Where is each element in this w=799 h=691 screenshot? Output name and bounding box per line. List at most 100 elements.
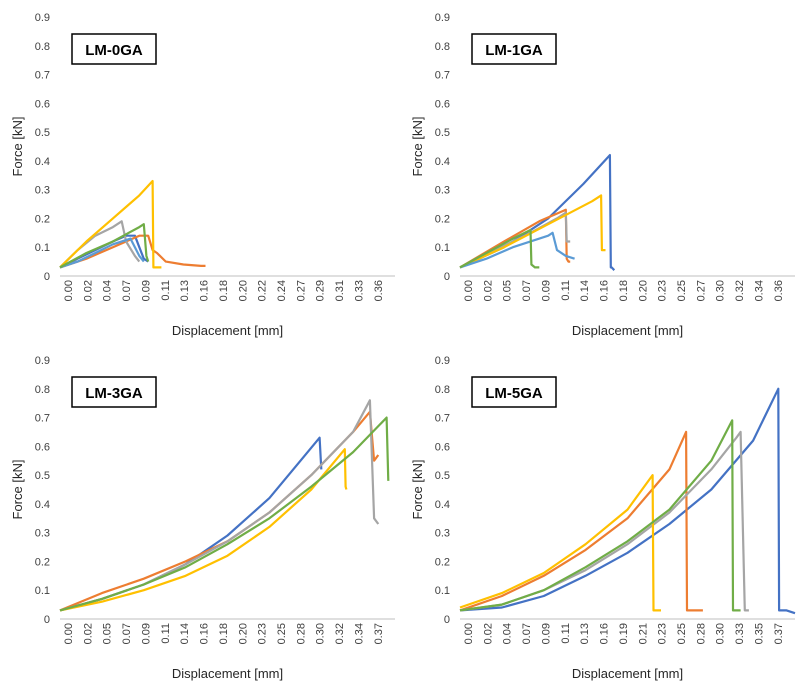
x-tick-label: 0.11 — [160, 623, 172, 644]
x-tick-label: 0.35 — [753, 623, 765, 644]
x-axis-title: Displacement [mm] — [172, 666, 283, 681]
series-line — [459, 419, 741, 612]
x-tick-label: 0.23 — [257, 623, 269, 644]
x-tick-label: 0.02 — [82, 623, 94, 644]
x-axis-title: Displacement [mm] — [572, 666, 683, 681]
x-tick-label: 0.00 — [463, 623, 475, 644]
panel-title: LM-0GA — [85, 42, 143, 59]
x-tick-label: 0.25 — [676, 623, 688, 644]
x-tick-label: 0.24 — [276, 280, 288, 301]
x-tick-label: 0.36 — [373, 280, 385, 301]
panel-title-box: LM-5GA — [471, 376, 557, 408]
y-tick-label: 0.2 — [35, 556, 50, 568]
chart-panel-lm-3ga: 0 0.1 0.2 0.3 0.4 0.5 0.6 0.7 0.8 0.9 0.00 0.02 0.05… — [0, 343, 399, 691]
series-line — [59, 448, 348, 612]
y-axis-title: Force [kN] — [410, 117, 425, 177]
y-tick-label: 0.4 — [35, 499, 50, 511]
series-line — [59, 223, 150, 269]
x-tick-label: 0.07 — [521, 623, 533, 644]
y-tick-label: 0.7 — [35, 413, 50, 425]
x-tick-label: 0.00 — [63, 623, 75, 644]
x-tick-label: 0.36 — [773, 280, 785, 301]
y-tick-label: 0.6 — [435, 441, 450, 453]
x-tick-label: 0.18 — [218, 623, 230, 644]
y-tick-label: 0.3 — [435, 185, 450, 197]
chart-svg: 0 0.1 0.2 0.3 0.4 0.5 0.6 0.7 0.8 0.9 0.00 0.02 0.04… — [410, 355, 796, 681]
y-tick-label: 0.1 — [35, 585, 50, 597]
chart-panel-lm-5ga: 0 0.1 0.2 0.3 0.4 0.5 0.6 0.7 0.8 0.9 0.00 0.02 0.04… — [400, 343, 799, 691]
x-tick-label: 0.30 — [715, 280, 727, 301]
y-axis-title: Force [kN] — [10, 117, 25, 177]
series-line — [59, 399, 380, 612]
x-tick-label: 0.14 — [179, 623, 191, 644]
panel-title-box: LM-0GA — [71, 33, 157, 65]
x-tick-label: 0.20 — [237, 280, 249, 301]
x-tick-label: 0.09 — [540, 280, 552, 301]
y-tick-label: 0.3 — [35, 528, 50, 540]
series-line — [459, 228, 540, 269]
y-tick-label: 0.4 — [435, 499, 450, 511]
x-tick-label: 0.27 — [295, 280, 307, 301]
x-tick-label: 0.25 — [676, 280, 688, 301]
y-tick-label: 0.3 — [435, 528, 450, 540]
x-tick-label: 0.33 — [734, 623, 746, 644]
y-tick-label: 0.5 — [35, 127, 50, 139]
y-tick-label: 0.6 — [435, 98, 450, 110]
chart-panel-lm-0ga: 0 0.1 0.2 0.3 0.4 0.5 0.6 0.7 0.8 0.9 0.00 0.02 0.04… — [0, 0, 399, 348]
x-tick-label: 0.20 — [237, 623, 249, 644]
y-tick-label: 0.4 — [35, 156, 50, 168]
x-tick-label: 0.09 — [140, 280, 152, 301]
y-tick-label: 0.5 — [35, 470, 50, 482]
y-tick-label: 0.8 — [435, 41, 450, 53]
x-tick-label: 0.13 — [179, 280, 191, 301]
x-tick-label: 0.02 — [82, 280, 94, 301]
x-tick-label: 0.07 — [121, 623, 133, 644]
x-tick-label: 0.19 — [618, 623, 630, 644]
y-tick-label: 0.6 — [35, 441, 50, 453]
panel-title: LM-1GA — [485, 42, 543, 59]
y-tick-label: 0.7 — [435, 70, 450, 82]
y-tick-label: 0 — [444, 271, 450, 283]
x-tick-label: 0.14 — [579, 280, 591, 301]
x-tick-label: 0.23 — [657, 280, 669, 301]
x-axis-title: Displacement [mm] — [172, 323, 283, 338]
x-tick-label: 0.04 — [102, 280, 114, 301]
y-tick-label: 0.2 — [435, 213, 450, 225]
series-line — [59, 436, 323, 612]
y-tick-label: 0.9 — [435, 355, 450, 367]
y-tick-label: 0.1 — [435, 242, 450, 254]
y-tick-label: 0 — [444, 614, 450, 626]
x-tick-label: 0.11 — [560, 623, 572, 644]
x-tick-label: 0.18 — [218, 280, 230, 301]
x-tick-label: 0.37 — [773, 623, 785, 644]
chart-svg: 0 0.1 0.2 0.3 0.4 0.5 0.6 0.7 0.8 0.9 0.00 0.02 0.05… — [410, 12, 795, 338]
x-tick-label: 0.09 — [540, 623, 552, 644]
y-tick-label: 0 — [44, 271, 50, 283]
y-tick-label: 0.2 — [35, 213, 50, 225]
x-tick-label: 0.34 — [353, 623, 365, 644]
x-tick-label: 0.28 — [695, 623, 707, 644]
y-tick-label: 0.6 — [35, 98, 50, 110]
x-tick-label: 0.31 — [334, 280, 346, 301]
x-tick-label: 0.28 — [295, 623, 307, 644]
x-tick-label: 0.07 — [121, 280, 133, 301]
x-tick-label: 0.16 — [199, 280, 211, 301]
series-line — [459, 231, 575, 269]
chart-svg: 0 0.1 0.2 0.3 0.4 0.5 0.6 0.7 0.8 0.9 0.00 0.02 0.05… — [10, 355, 395, 681]
y-tick-label: 0.1 — [35, 242, 50, 254]
x-tick-label: 0.13 — [579, 623, 591, 644]
x-tick-label: 0.05 — [502, 280, 514, 301]
x-tick-label: 0.18 — [618, 280, 630, 301]
x-tick-label: 0.22 — [257, 280, 269, 301]
y-axis-title: Force [kN] — [10, 460, 25, 520]
x-tick-label: 0.21 — [637, 623, 649, 644]
series-line — [459, 430, 749, 612]
x-tick-label: 0.16 — [599, 280, 611, 301]
panel-title: LM-5GA — [485, 385, 543, 402]
x-tick-label: 0.33 — [353, 280, 365, 301]
y-tick-label: 0.8 — [35, 384, 50, 396]
y-tick-label: 0.2 — [435, 556, 450, 568]
x-tick-label: 0.04 — [502, 623, 514, 644]
y-tick-label: 0.9 — [35, 12, 50, 24]
series-line — [59, 237, 145, 269]
